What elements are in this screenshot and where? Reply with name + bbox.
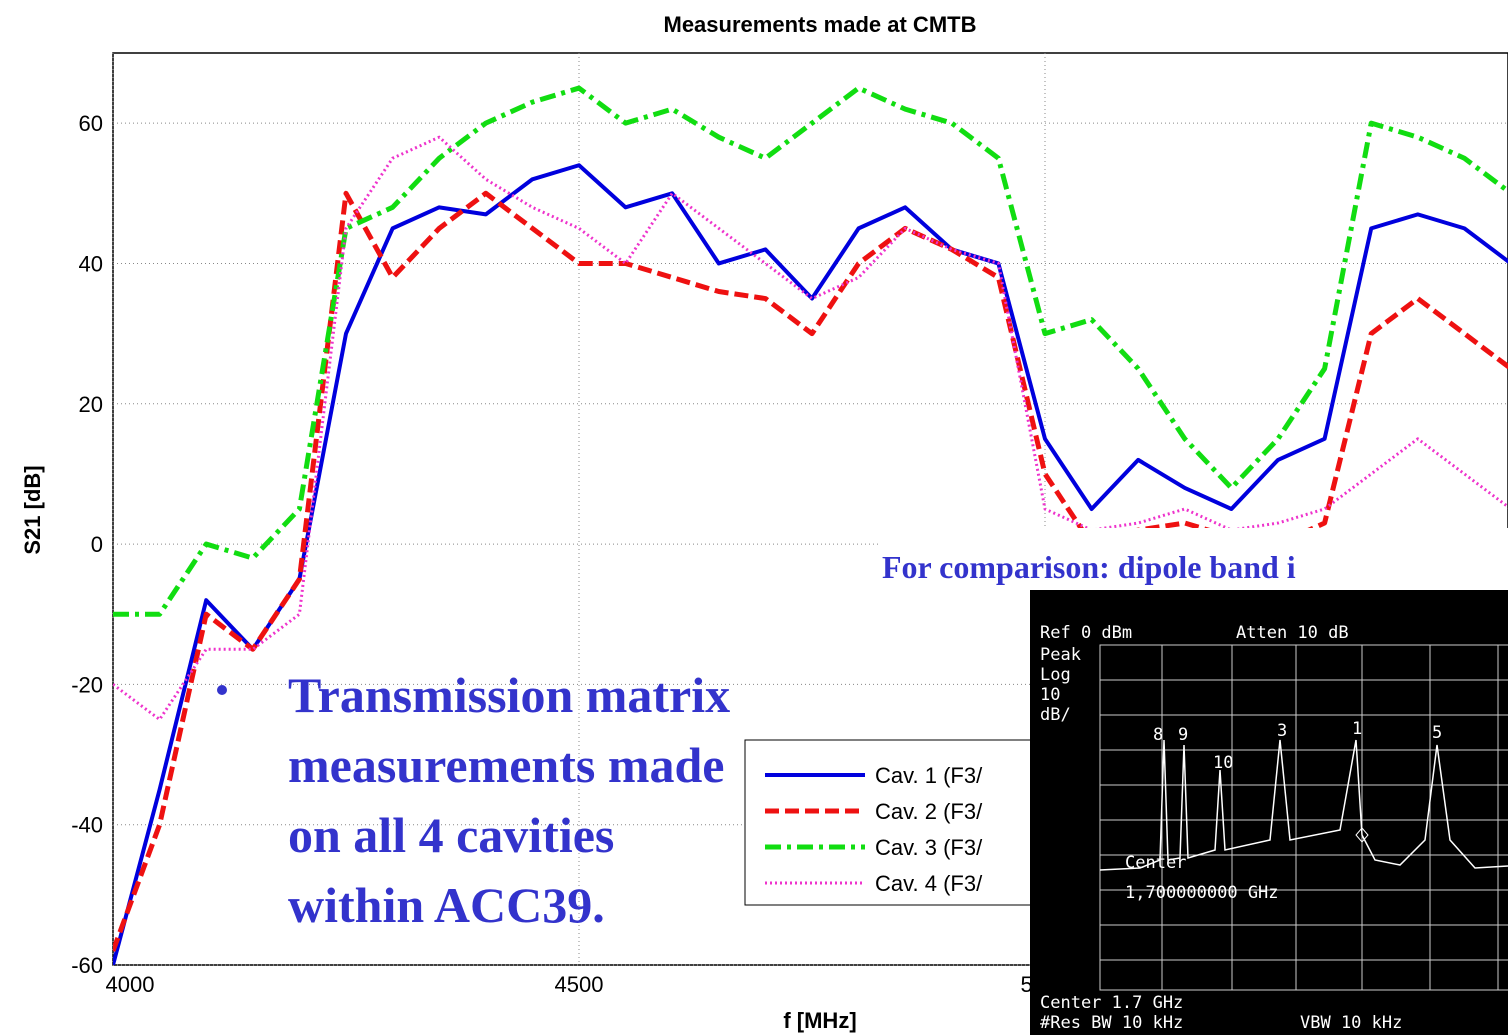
inset-text: dB/ bbox=[1040, 705, 1071, 725]
lines bbox=[113, 85, 1508, 965]
inset-text: 1,700000000 GHz bbox=[1125, 883, 1279, 903]
inset-text: Log bbox=[1040, 665, 1071, 685]
y-tick-label: 60 bbox=[79, 111, 103, 136]
peak-label: 3 bbox=[1277, 721, 1287, 741]
series-line bbox=[113, 135, 1508, 721]
spectrum-inset: Ref 0 dBm Atten 10 dB Peak Log 10 dB/ Ce… bbox=[1030, 590, 1508, 1035]
comparison-caption: For comparison: dipole band i bbox=[882, 549, 1296, 585]
peak-label: 8 bbox=[1153, 725, 1163, 745]
series-line bbox=[113, 85, 1508, 617]
spectrum-trace bbox=[1099, 739, 1508, 871]
peak-label: 5 bbox=[1432, 723, 1442, 743]
y-tick-label: 20 bbox=[79, 392, 103, 417]
marker bbox=[1355, 827, 1369, 843]
inset-background bbox=[1030, 590, 1508, 1035]
inset-grid bbox=[1099, 644, 1508, 991]
bullet-line: Transmission matrix bbox=[288, 667, 730, 723]
series-line bbox=[113, 163, 1508, 965]
bullet-dot bbox=[217, 685, 227, 695]
inset-text: Peak bbox=[1040, 645, 1081, 665]
legend-label: Cav. 2 (F3/ bbox=[875, 799, 983, 824]
y-axis-label: S21 [dB] bbox=[20, 465, 45, 554]
x-axis-label: f [MHz] bbox=[783, 1008, 856, 1033]
peak-label: 9 bbox=[1178, 725, 1188, 745]
legend: Cav. 1 (F3/Cav. 2 (F3/Cav. 3 (F3/Cav. 4 … bbox=[744, 739, 1056, 906]
y-tick-label: -40 bbox=[71, 813, 103, 838]
peak-label: 10 bbox=[1213, 753, 1233, 773]
chart-title: Measurements made at CMTB bbox=[664, 12, 977, 37]
bullet-line: measurements made bbox=[288, 737, 725, 793]
caption-background bbox=[880, 528, 1508, 590]
y-tick-label: 40 bbox=[79, 251, 103, 276]
legend-label: Cav. 1 (F3/ bbox=[875, 763, 983, 788]
inset-text: Ref 0 dBm bbox=[1040, 623, 1132, 643]
y-tick-label: -60 bbox=[71, 953, 103, 978]
y-tick-label: -20 bbox=[71, 672, 103, 697]
legend-label: Cav. 3 (F3/ bbox=[875, 835, 983, 860]
x-tick-label: 4500 bbox=[555, 972, 604, 997]
series-line bbox=[113, 190, 1508, 952]
y-tick-label: 0 bbox=[91, 532, 103, 557]
bullet-line: on all 4 cavities bbox=[288, 807, 614, 863]
inset-text: 10 bbox=[1040, 685, 1060, 705]
inset-text: #Res BW 10 kHz bbox=[1040, 1013, 1183, 1033]
x-tick-label: 4000 bbox=[106, 972, 155, 997]
legend-label: Cav. 4 (F3/ bbox=[875, 871, 983, 896]
bullet: Transmission matrix measurements made on… bbox=[217, 667, 730, 933]
inset-text: Atten 10 dB bbox=[1236, 623, 1349, 643]
inset-text: VBW 10 kHz bbox=[1300, 1013, 1402, 1033]
peak-label: 1 bbox=[1352, 719, 1362, 739]
legend-box bbox=[744, 739, 1056, 906]
bullet-line: within ACC39. bbox=[288, 877, 605, 933]
inset-text: Center bbox=[1125, 853, 1186, 873]
inset-text: Center 1.7 GHz bbox=[1040, 993, 1183, 1013]
